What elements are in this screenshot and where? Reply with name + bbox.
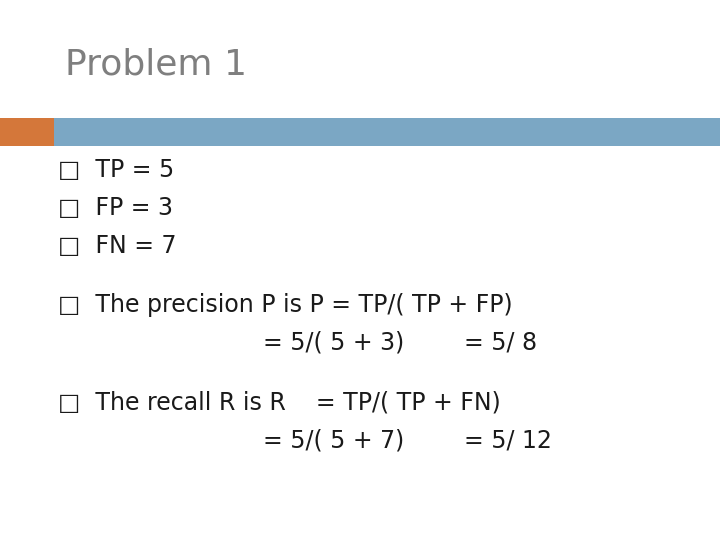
- Bar: [0, 118, 54, 146]
- Text: = 5/ 8: = 5/ 8: [464, 331, 538, 355]
- Text: Problem 1: Problem 1: [65, 48, 247, 82]
- Text: □  FN = 7: □ FN = 7: [58, 234, 176, 258]
- Text: □  The precision P is P = TP/( TP + FP): □ The precision P is P = TP/( TP + FP): [58, 293, 512, 317]
- Text: = 5/( 5 + 3): = 5/( 5 + 3): [263, 331, 404, 355]
- Text: □  FP = 3: □ FP = 3: [58, 196, 173, 220]
- Bar: [54, 118, 720, 146]
- Text: □  The recall R is R    = TP/( TP + FN): □ The recall R is R = TP/( TP + FN): [58, 390, 500, 414]
- Text: = 5/ 12: = 5/ 12: [464, 428, 552, 452]
- Text: □  TP = 5: □ TP = 5: [58, 158, 174, 182]
- Text: = 5/( 5 + 7): = 5/( 5 + 7): [263, 428, 404, 452]
